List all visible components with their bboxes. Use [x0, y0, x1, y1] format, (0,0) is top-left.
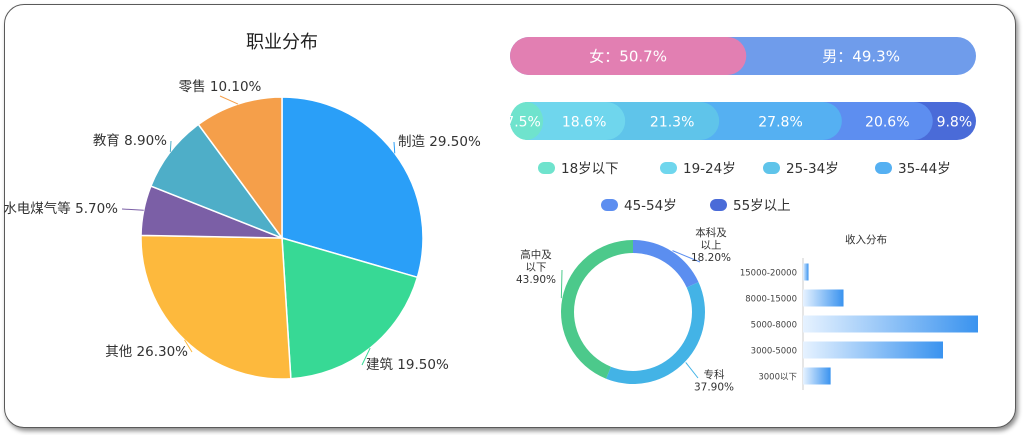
age-legend-swatch-2	[763, 162, 780, 174]
income-chart-title: 收入分布	[845, 233, 887, 246]
education-slice-0	[633, 240, 699, 288]
income-bar-4	[803, 367, 831, 385]
income-category-1: 8000-15000	[745, 295, 797, 305]
age-legend-swatch-3	[875, 162, 892, 174]
occupation-pie: 制造 29.50% 建筑 19.50% 其他 26.30% 水电煤气等 5.70% 教育…	[3, 79, 481, 380]
female-segment	[510, 37, 747, 75]
income-category-3: 3000-5000	[751, 347, 797, 357]
occupation-label-4: 教育 8.90%	[93, 133, 167, 149]
occupation-leader-2	[184, 339, 193, 353]
age-label-5: 9.8%	[937, 115, 973, 131]
education-slice-1	[606, 282, 705, 385]
age-label-3: 27.8%	[758, 115, 802, 131]
age-legend-label-4: 45-54岁	[624, 198, 677, 214]
education-leader-2	[560, 269, 563, 299]
occupation-label-0: 制造 29.50%	[398, 134, 481, 150]
occupation-leader-3	[121, 208, 144, 211]
education-slice-2	[560, 240, 633, 379]
income-bar-chart: 15000-20000 8000-15000 5000-8000 3000-5000 3…	[740, 258, 978, 390]
income-bar-1	[803, 289, 844, 307]
occupation-leader-0	[393, 141, 396, 154]
education-label-1-0: 专科	[704, 368, 725, 381]
occupation-leader-4	[169, 140, 172, 152]
age-segment-0	[510, 102, 544, 140]
gender-bar: 女：50.7% 男：49.3%	[510, 37, 976, 75]
education-label-2-2: 43.90%	[516, 274, 556, 286]
income-bar-2	[803, 315, 978, 333]
occupation-label-2: 其他 26.30%	[105, 344, 188, 360]
income-bar-3	[803, 341, 943, 359]
age-bar: 7.5% 18.6% 21.3% 27.8% 20.6% 9.8%	[505, 102, 976, 140]
occupation-label-3: 水电煤气等 5.70%	[3, 200, 118, 217]
education-label-0-2: 18.20%	[691, 252, 731, 264]
education-label-0-1: 以上	[701, 240, 722, 252]
income-category-0: 15000-20000	[740, 269, 797, 279]
education-leader-1	[685, 362, 699, 379]
age-legend-label-3: 35-44岁	[898, 161, 951, 177]
age-label-1: 18.6%	[562, 115, 606, 131]
age-legend-swatch-4	[601, 199, 618, 211]
education-label-2-1: 以下	[526, 262, 547, 274]
education-label-1-1: 37.90%	[694, 382, 734, 394]
income-category-2: 5000-8000	[751, 321, 797, 331]
occupation-slice-2	[140, 234, 292, 380]
age-legend-swatch-5	[710, 199, 727, 211]
age-legend-label-2: 25-34岁	[786, 161, 839, 177]
occupation-slice-0	[281, 96, 424, 279]
male-label: 男：49.3%	[822, 48, 900, 66]
education-label-0-0: 本科及	[695, 226, 727, 239]
income-category-4: 3000以下	[758, 373, 797, 383]
occupation-label-5: 零售 10.10%	[179, 79, 262, 95]
age-legend-label-0: 18岁以下	[561, 161, 619, 177]
age-legend: 18岁以下 19-24岁 25-34岁 35-44岁 45-54岁 55岁以上	[538, 161, 951, 214]
age-legend-label-5: 55岁以上	[733, 198, 791, 214]
age-legend-swatch-1	[660, 162, 677, 174]
age-label-4: 20.6%	[865, 115, 909, 131]
income-bar-0	[803, 263, 809, 281]
occupation-chart-title: 职业分布	[246, 32, 318, 53]
occupation-label-1: 建筑 19.50%	[366, 357, 449, 373]
occupation-leader-1	[361, 347, 371, 366]
education-label-2-0: 高中及	[520, 248, 552, 261]
age-legend-swatch-0	[538, 162, 555, 174]
age-label-2: 21.3%	[650, 115, 694, 131]
female-label: 女：50.7%	[589, 48, 667, 66]
age-legend-label-1: 19-24岁	[683, 161, 736, 177]
occupation-leader-5	[219, 95, 239, 105]
age-label-0: 7.5%	[505, 115, 541, 131]
education-leader-0	[672, 250, 701, 263]
